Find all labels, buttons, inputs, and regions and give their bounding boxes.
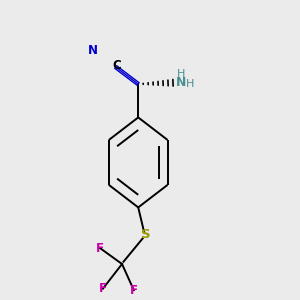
- Text: N: N: [176, 76, 186, 89]
- Text: H: H: [186, 79, 194, 89]
- Text: F: F: [99, 282, 107, 295]
- Text: S: S: [141, 229, 150, 242]
- Text: H: H: [177, 70, 185, 80]
- Text: N: N: [88, 44, 98, 57]
- Text: C: C: [112, 59, 121, 72]
- Text: F: F: [130, 284, 138, 297]
- Text: F: F: [96, 242, 104, 254]
